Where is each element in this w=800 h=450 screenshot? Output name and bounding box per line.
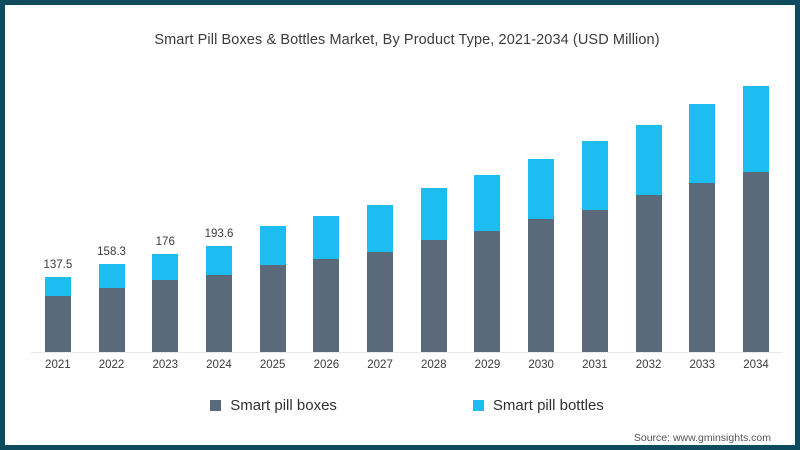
bar-stack[interactable]: [367, 205, 394, 352]
bar-segment-bottles[interactable]: [689, 104, 716, 183]
bar-group[interactable]: [246, 67, 300, 352]
bar-value-label: 193.6: [204, 228, 234, 240]
bar-segment-boxes[interactable]: [528, 219, 555, 352]
bar-stack[interactable]: [98, 264, 125, 352]
bar-segment-boxes[interactable]: [367, 252, 394, 352]
legend-item-smart-pill-boxes[interactable]: Smart pill boxes: [210, 397, 337, 414]
bar-segment-boxes[interactable]: [205, 275, 232, 352]
bar-segment-boxes[interactable]: [420, 240, 447, 352]
x-axis-label: 2030: [528, 359, 554, 371]
bar-segment-boxes[interactable]: [44, 296, 71, 352]
bar-stack[interactable]: [528, 159, 555, 352]
bar-segment-bottles[interactable]: [474, 175, 501, 231]
bar-segment-bottles[interactable]: [635, 125, 662, 195]
bar-group[interactable]: 176: [139, 67, 193, 352]
bar-group[interactable]: [300, 67, 354, 352]
x-axis-label: 2023: [152, 359, 179, 371]
x-axis-label: 2028: [420, 359, 447, 371]
bar-segment-bottles[interactable]: [152, 254, 179, 280]
bar-segment-bottles[interactable]: [259, 226, 286, 265]
x-axis-label: 2022: [98, 359, 125, 371]
bar-segment-boxes[interactable]: [152, 280, 179, 352]
bar-stack[interactable]: [689, 104, 716, 352]
bar-segment-bottles[interactable]: [420, 188, 447, 240]
bar-segment-boxes[interactable]: [742, 172, 769, 352]
x-axis-label: 2024: [206, 359, 232, 371]
bar-group[interactable]: [622, 67, 676, 352]
bar-group[interactable]: [461, 67, 515, 352]
chart-title: Smart Pill Boxes & Bottles Market, By Pr…: [154, 32, 660, 48]
bar-segment-boxes[interactable]: [474, 231, 501, 352]
bar-value-label: 158.3: [97, 246, 126, 258]
source-attribution: Source: www.gminsights.com: [633, 432, 771, 444]
bar-stack[interactable]: [205, 246, 232, 352]
bar-segment-bottles[interactable]: [528, 159, 555, 219]
bar-group[interactable]: [407, 67, 461, 352]
legend-swatch-icon-bottles: [472, 400, 484, 411]
x-axis-line: [31, 352, 783, 353]
bar-segment-bottles[interactable]: [98, 264, 125, 288]
x-axis-label: 2026: [313, 359, 340, 371]
bar-group[interactable]: [514, 67, 568, 352]
bar-segment-bottles[interactable]: [581, 141, 608, 210]
chart-legend: Smart pill boxes Smart pill bottles: [7, 397, 800, 414]
bar-value-label: 137.5: [43, 259, 73, 271]
bar-stack[interactable]: [44, 277, 71, 352]
bar-stack[interactable]: [259, 226, 286, 352]
bar-segment-boxes[interactable]: [98, 288, 125, 352]
bar-segment-bottles[interactable]: [313, 216, 340, 259]
bar-stack[interactable]: [635, 125, 662, 352]
x-axis-label: 2021: [45, 359, 71, 371]
bar-group[interactable]: 193.6: [192, 67, 246, 352]
x-axis-label: 2033: [689, 359, 716, 371]
x-axis-labels: 2021 2022 2023 2024 2025 2026 2027 2028 2029 2030…: [31, 359, 783, 379]
bar-segment-boxes[interactable]: [635, 195, 662, 352]
x-axis-label: 2031: [582, 359, 608, 371]
plot-area: 137.5 158.3 176 193.6: [31, 67, 783, 353]
bar-stack[interactable]: [152, 254, 179, 352]
bars-container: 137.5 158.3 176 193.6: [31, 67, 783, 352]
bar-segment-bottles[interactable]: [205, 246, 232, 275]
bar-segment-boxes[interactable]: [313, 259, 340, 352]
legend-label-bottles: Smart pill bottles: [492, 397, 604, 414]
bar-group[interactable]: [353, 67, 407, 352]
bar-segment-boxes[interactable]: [581, 210, 608, 352]
bar-group[interactable]: 158.3: [85, 67, 139, 352]
x-axis-label: 2029: [474, 359, 501, 371]
bar-segment-bottles[interactable]: [742, 86, 769, 172]
legend-label-boxes: Smart pill boxes: [230, 397, 337, 414]
bar-stack[interactable]: [474, 175, 501, 352]
bar-segment-bottles[interactable]: [44, 277, 71, 296]
legend-item-smart-pill-bottles[interactable]: Smart pill bottles: [472, 397, 604, 414]
bar-segment-bottles[interactable]: [367, 205, 394, 252]
x-axis-label: 2034: [743, 359, 769, 371]
bar-stack[interactable]: [581, 141, 608, 352]
bar-group[interactable]: [676, 67, 730, 352]
bar-stack[interactable]: [420, 188, 447, 352]
bar-stack[interactable]: [313, 216, 340, 352]
legend-swatch-icon-boxes: [210, 400, 222, 411]
bar-segment-boxes[interactable]: [689, 183, 716, 352]
bar-segment-boxes[interactable]: [259, 265, 286, 352]
bar-group[interactable]: [568, 67, 622, 352]
x-axis-label: 2032: [635, 359, 662, 371]
bar-stack[interactable]: [742, 86, 769, 352]
bar-group[interactable]: [729, 67, 783, 352]
chart-canvas: Smart Pill Boxes & Bottles Market, By Pr…: [5, 5, 795, 445]
bar-value-label: 176: [155, 236, 175, 248]
x-axis-label: 2027: [367, 359, 393, 371]
bar-group[interactable]: 137.5: [31, 67, 85, 352]
x-axis-label: 2025: [259, 359, 286, 371]
